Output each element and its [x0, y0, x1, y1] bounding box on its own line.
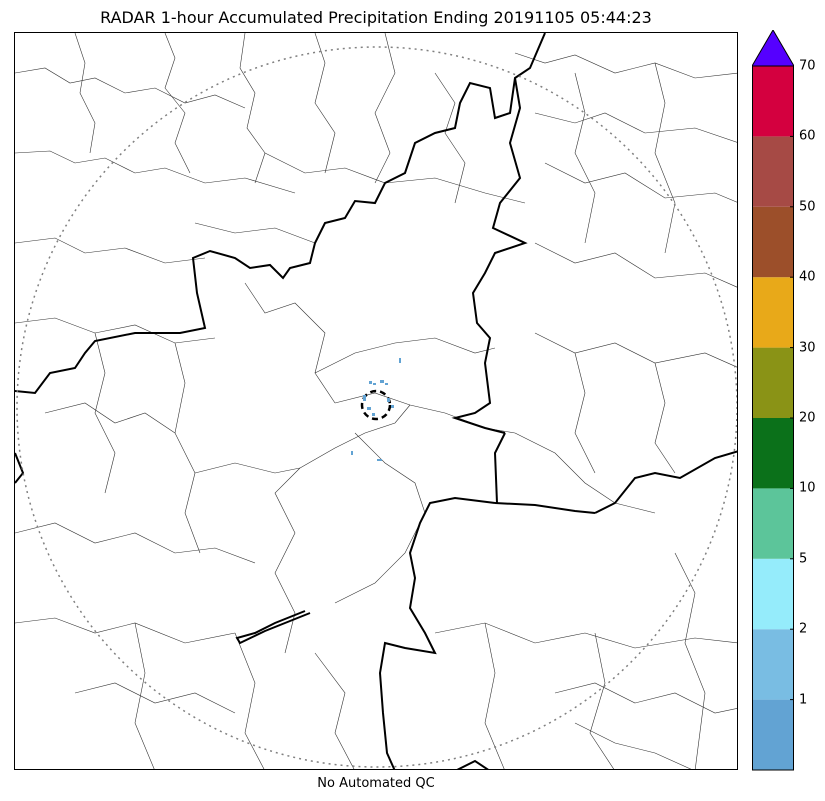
- radar-map: [14, 32, 738, 770]
- colorbar-bin-20-30: [752, 347, 794, 418]
- colorbar-extend-arrow: [752, 30, 794, 67]
- colorbar-bin-2-5: [752, 558, 794, 630]
- colorbar-tick-label: 30: [799, 340, 816, 356]
- colorbar-bin-1-2: [752, 629, 794, 700]
- colorbar-tick-label: 10: [799, 480, 816, 496]
- qc-note: No Automated QC: [317, 776, 435, 791]
- colorbar-tick-label: 20: [799, 410, 816, 426]
- district-boundaries: [15, 33, 737, 769]
- colorbar-tick-label: 60: [799, 128, 816, 144]
- colorbar-tick-label: 5: [799, 551, 808, 567]
- colorbar-bin-30-40: [752, 277, 794, 348]
- colorbar-tick-label: 2: [799, 621, 808, 637]
- colorbar-tick-label: 50: [799, 199, 816, 215]
- map-title: RADAR 1-hour Accumulated Precipitation E…: [100, 8, 652, 27]
- colorbar-tick-label: 70: [799, 58, 816, 74]
- colorbar-bin-60-70: [752, 66, 794, 137]
- state-boundaries: [15, 33, 737, 769]
- colorbar-bin-0-1: [752, 699, 794, 770]
- range-ring: [16, 46, 737, 768]
- colorbar-bin-50-60: [752, 136, 794, 207]
- colorbar-bin-40-50: [752, 206, 794, 278]
- precipitation-echoes: [351, 358, 401, 461]
- radar-site-marker: [360, 389, 392, 421]
- colorbar-bin-10-20: [752, 418, 794, 489]
- colorbar-tick-label: 1: [799, 692, 808, 708]
- map-canvas: [15, 33, 737, 769]
- colorbar: [752, 30, 794, 771]
- colorbar-tick-label: 40: [799, 269, 816, 285]
- colorbar-bin-5-10: [752, 488, 794, 559]
